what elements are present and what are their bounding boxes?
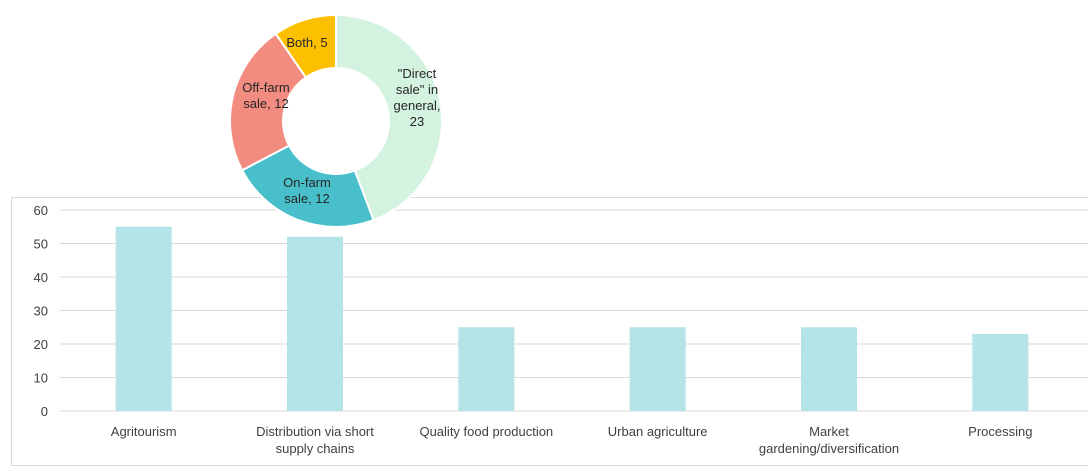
donut-labels: "Direct sale" in general, 23 On-farm sale, 12…	[242, 35, 440, 206]
x-tick-label: Distribution via short supply chains	[256, 424, 374, 456]
x-tick-label: Agritourism	[111, 424, 177, 439]
x-tick-label: Market gardening/diversification	[759, 424, 899, 456]
bar-series	[115, 226, 1029, 411]
bar-quality-food-production	[458, 327, 515, 411]
donut-slice-on-farm	[240, 144, 375, 228]
plot-frame	[11, 197, 1088, 466]
y-tick-label: 40	[34, 270, 48, 285]
bar-processing	[972, 333, 1029, 411]
x-tick-label: Quality food production	[419, 424, 553, 439]
bar-agritourism	[115, 226, 172, 411]
donut-slice-both-5	[274, 13, 337, 79]
x-axis-labels: Agritourism Distribution via short supply …	[111, 424, 1033, 456]
bar-distribution-via-short-supply-chains	[287, 236, 343, 411]
donut-slice-label: On-farm sale, 12	[283, 175, 331, 206]
y-tick-label: 60	[34, 203, 48, 218]
y-axis-ticks: 0 10 20 30 40 50 60	[34, 203, 48, 419]
y-tick-label: 10	[34, 371, 48, 386]
x-tick-label: Processing	[968, 424, 1032, 439]
gridlines	[60, 209, 1088, 412]
bar-urban-agriculture	[629, 327, 686, 411]
y-tick-label: 30	[34, 304, 48, 319]
bar-market-gardening-diversification	[801, 327, 857, 411]
donut-slice-label: "Direct sale" in general, 23	[394, 66, 441, 129]
donut-chart	[229, 13, 443, 228]
donut-slice-off-farm	[229, 32, 308, 172]
donut-slice-label: Both, 5	[286, 35, 327, 50]
y-tick-label: 0	[41, 404, 48, 419]
y-tick-label: 20	[34, 337, 48, 352]
donut-slice-direct	[335, 13, 443, 222]
y-tick-label: 50	[34, 237, 48, 252]
x-tick-label: Urban agriculture	[608, 424, 708, 439]
donut-slice-label: Off-farm sale, 12	[242, 80, 289, 111]
